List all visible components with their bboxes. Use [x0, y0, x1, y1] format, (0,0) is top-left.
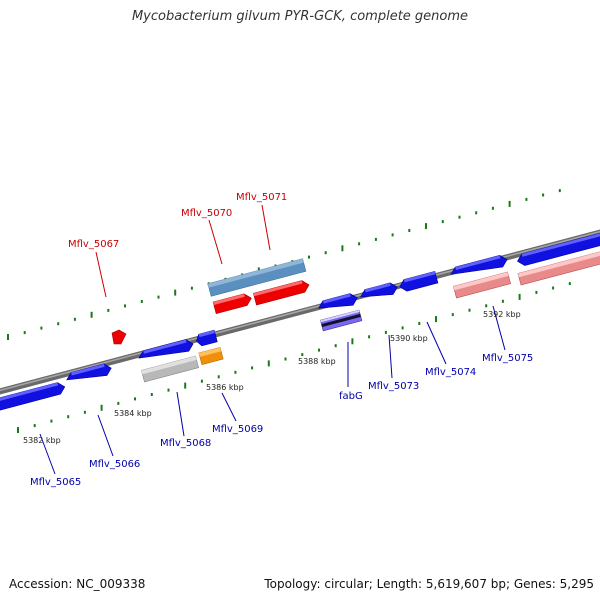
accession-text: Accession: NC_009338: [9, 577, 146, 591]
label-Mflv_5068[interactable]: Mflv_5068: [160, 438, 211, 449]
gene-Mflv_5075-pseudo-shape[interactable]: [453, 271, 511, 299]
gene-next-pseudo-shape[interactable]: [517, 249, 600, 286]
gene-Mflv_5069-shape[interactable]: [195, 329, 218, 347]
gene-Mflv_5066-shape[interactable]: [65, 362, 113, 385]
gene-fabG-pseudo-shape[interactable]: [320, 309, 363, 332]
label-Mflv_5070[interactable]: Mflv_5070: [181, 208, 232, 219]
label-Mflv_5071[interactable]: Mflv_5071: [236, 192, 287, 203]
label-Mflv_5073[interactable]: Mflv_5073: [368, 381, 419, 392]
kbp-marker-5384: 5384 kbp: [114, 409, 152, 418]
kbp-marker-5386: 5386 kbp: [206, 383, 244, 392]
label-Mflv_5066[interactable]: Mflv_5066: [89, 459, 140, 470]
gene-Mflv_5069-pseudo-shape[interactable]: [198, 347, 224, 365]
label-Mflv_5067[interactable]: Mflv_5067: [68, 239, 119, 250]
genome-summary-text: Topology: circular; Length: 5,619,607 bp…: [264, 577, 594, 591]
gene-Mflv_5071-shape[interactable]: [253, 279, 310, 306]
gene-Mflv_5073-shape[interactable]: [359, 281, 399, 302]
gene-fabG-shape[interactable]: [317, 292, 359, 314]
callout-lines: [39, 204, 506, 475]
gene-Mflv_5075-shape[interactable]: [449, 254, 508, 280]
gene-Mflv_5068-pseudo-shape[interactable]: [141, 355, 199, 383]
gene-next-shape[interactable]: [516, 231, 600, 267]
label-Mflv_5075[interactable]: Mflv_5075: [482, 353, 533, 364]
gene-Mflv_5074-shape[interactable]: [398, 270, 439, 292]
gene-Mflv_5067-shape[interactable]: [111, 329, 127, 345]
kbp-marker-5390: 5390 kbp: [390, 334, 428, 343]
kbp-marker-5388: 5388 kbp: [298, 357, 336, 366]
label-Mflv_5065[interactable]: Mflv_5065: [30, 477, 81, 488]
gene-Mflv_5068-shape[interactable]: [137, 338, 194, 364]
label-fabG[interactable]: fabG: [339, 391, 363, 402]
label-Mflv_5074[interactable]: Mflv_5074: [425, 367, 476, 378]
map-title: Mycobacterium gilvum PYR-GCK, complete g…: [131, 9, 469, 24]
gene-Mflv_5065-shape[interactable]: [0, 381, 66, 412]
gene-Mflv_5070-pseudo-shape[interactable]: [207, 258, 307, 297]
kbp-marker-5392: 5392 kbp: [483, 310, 521, 319]
kbp-marker-5382: 5382 kbp: [23, 436, 61, 445]
label-Mflv_5069[interactable]: Mflv_5069: [212, 424, 263, 435]
gene-Mflv_5070-shape[interactable]: [212, 292, 253, 315]
